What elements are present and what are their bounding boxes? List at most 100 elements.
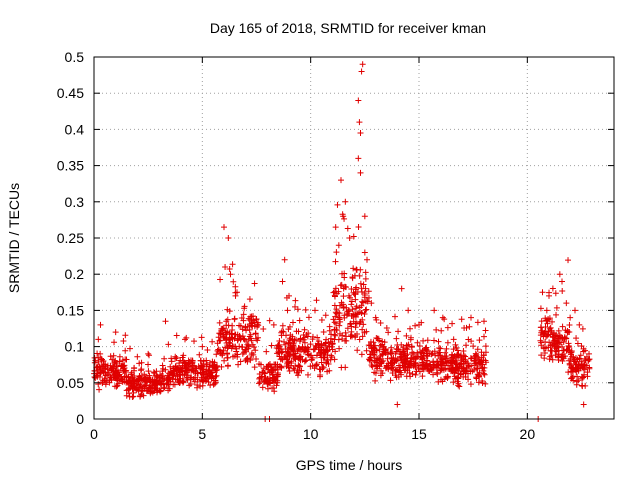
data-point	[310, 346, 317, 353]
data-point	[363, 298, 370, 305]
data-point	[309, 333, 316, 340]
data-point	[464, 360, 471, 367]
data-point	[116, 353, 123, 360]
data-point	[348, 328, 355, 335]
data-point	[419, 366, 426, 373]
y-tick-label: 0.45	[57, 85, 84, 101]
data-point	[444, 324, 451, 331]
data-point	[401, 367, 408, 374]
data-point	[537, 305, 544, 312]
data-point	[582, 382, 589, 389]
data-point	[122, 347, 129, 354]
data-point	[285, 326, 292, 333]
data-point	[547, 353, 554, 360]
data-point	[260, 326, 267, 333]
data-point	[182, 360, 189, 367]
data-point	[352, 332, 359, 339]
data-point	[547, 331, 554, 338]
data-point	[129, 375, 136, 382]
data-point	[302, 306, 309, 313]
data-point	[248, 322, 255, 329]
data-point	[368, 300, 375, 307]
data-point	[353, 266, 360, 273]
data-point	[393, 335, 400, 342]
data-point	[237, 358, 244, 365]
data-point	[563, 335, 570, 342]
data-point	[580, 401, 587, 408]
data-point	[352, 305, 359, 312]
data-point	[577, 352, 584, 359]
data-point	[285, 349, 292, 356]
data-point	[325, 360, 332, 367]
data-point	[566, 344, 573, 351]
data-point	[569, 374, 576, 381]
x-tick-labels: 0 5 10 15 20	[90, 426, 535, 442]
data-point	[349, 306, 356, 313]
data-point	[482, 327, 489, 334]
data-point	[547, 324, 554, 331]
data-point	[575, 377, 582, 384]
data-point	[476, 373, 483, 380]
data-point	[556, 334, 563, 341]
data-point	[549, 285, 556, 292]
data-point	[584, 369, 591, 376]
data-point	[468, 338, 475, 345]
data-point	[580, 364, 587, 371]
data-point	[247, 357, 254, 364]
data-point	[332, 224, 339, 231]
data-point	[198, 334, 205, 341]
data-point	[97, 321, 104, 328]
data-point	[198, 362, 205, 369]
chart-title: Day 165 of 2018, SRMTID for receiver kma…	[210, 20, 486, 36]
data-point	[406, 369, 413, 376]
data-point	[129, 374, 136, 381]
data-point	[472, 357, 479, 364]
data-point	[478, 354, 485, 361]
data-point	[322, 312, 329, 319]
data-point	[234, 337, 241, 344]
data-point	[398, 341, 405, 348]
data-point	[296, 363, 303, 370]
data-point	[342, 337, 349, 344]
data-point	[441, 316, 448, 323]
data-point	[340, 301, 347, 308]
data-point	[381, 346, 388, 353]
data-point	[140, 392, 147, 399]
data-point	[345, 308, 352, 315]
data-point	[147, 377, 154, 384]
data-point	[545, 316, 552, 323]
data-point	[555, 344, 562, 351]
data-point	[362, 307, 369, 314]
data-point	[336, 316, 343, 323]
data-point	[419, 373, 426, 380]
x-tick-label: 20	[520, 426, 536, 442]
data-point	[248, 351, 255, 358]
data-point	[404, 355, 411, 362]
data-point	[342, 283, 349, 290]
data-point	[96, 386, 103, 393]
data-point	[468, 314, 474, 321]
data-point	[220, 333, 227, 340]
data-point	[341, 314, 348, 321]
data-point	[332, 348, 339, 355]
data-point	[253, 355, 260, 362]
data-point	[540, 345, 547, 352]
data-point	[372, 377, 379, 384]
data-point	[552, 290, 559, 297]
data-point	[416, 321, 422, 328]
data-point	[583, 353, 590, 360]
data-point	[298, 367, 305, 374]
data-point	[482, 380, 489, 387]
data-point	[279, 278, 286, 285]
data-point	[586, 364, 593, 371]
data-point	[372, 314, 379, 321]
data-point	[222, 263, 229, 270]
data-point	[538, 342, 545, 349]
data-point	[351, 291, 358, 298]
data-point	[433, 326, 440, 333]
data-point	[283, 332, 290, 339]
data-point	[352, 296, 359, 303]
data-point	[301, 334, 308, 341]
data-point	[433, 361, 440, 368]
y-tick-label: 0.25	[57, 230, 84, 246]
